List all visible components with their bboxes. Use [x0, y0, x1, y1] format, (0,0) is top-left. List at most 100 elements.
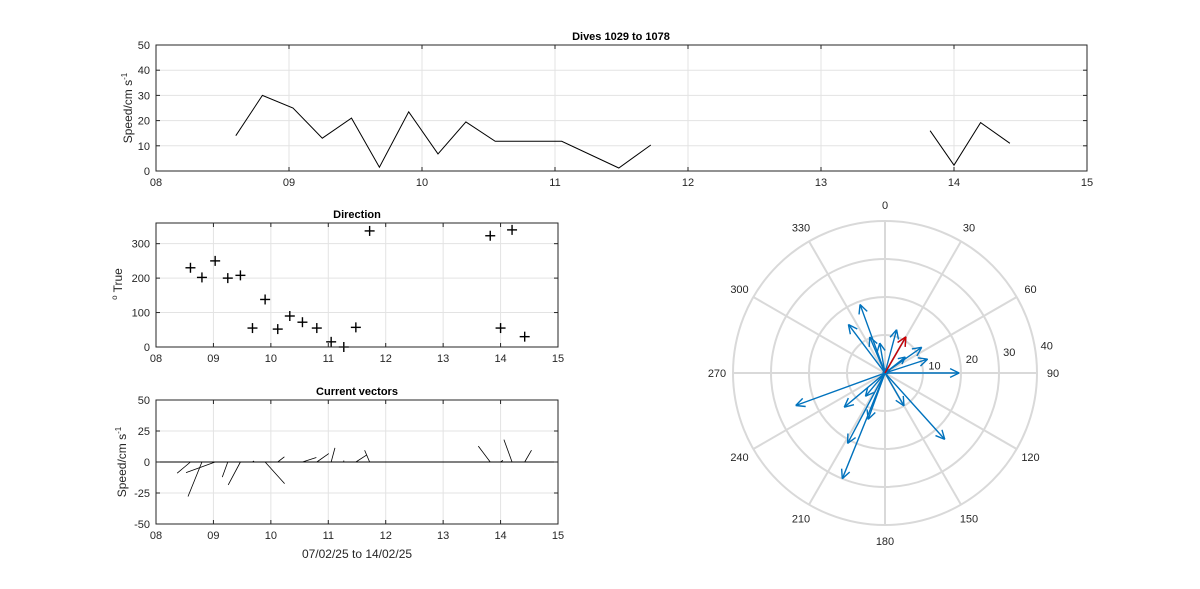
- speed-line-segment: [235, 94, 652, 169]
- vectors-x-tick-label: 08: [150, 530, 162, 542]
- polar-vector: [864, 372, 886, 397]
- direction-x-tick-label: 15: [552, 353, 564, 365]
- current-vector: [330, 447, 336, 463]
- vectors-series: [156, 439, 558, 497]
- speed-panel: Dives 1029 to 1078 08 09 10 11 12 13 14 15 0 10 20…: [120, 31, 1093, 189]
- polar-highlight-vector-head: [897, 336, 907, 344]
- direction-point: [185, 262, 196, 273]
- polar-vector-head: [919, 358, 929, 367]
- direction-point: [284, 311, 295, 321]
- polar-spoke: [752, 372, 886, 450]
- polar-vector-head: [911, 346, 922, 350]
- speed-x-tick-label: 13: [815, 177, 827, 189]
- direction-x-tick-label: 10: [265, 353, 277, 365]
- speed-x-tick-label: 10: [416, 177, 428, 189]
- direction-point: [485, 230, 496, 241]
- polar-theta-label: 240: [730, 452, 748, 464]
- vectors-y-label: Speed/cm s-1: [114, 426, 129, 497]
- current-vector: [277, 456, 285, 463]
- speed-line-segment: [929, 121, 1011, 167]
- polar-vector-head: [895, 399, 905, 407]
- polar-theta-label: 210: [792, 513, 810, 525]
- current-vector: [221, 461, 229, 478]
- speed-y-tick-label: 0: [144, 166, 150, 178]
- polar-spoke: [884, 296, 1018, 374]
- polar-vector-shaft: [884, 358, 928, 374]
- speed-axes-box: [155, 44, 1088, 172]
- direction-point: [222, 273, 233, 284]
- direction-point: [235, 270, 246, 281]
- direction-series: [185, 224, 530, 352]
- current-vector: [355, 454, 367, 463]
- direction-point: [364, 225, 375, 236]
- direction-point: [350, 322, 361, 333]
- vectors-x-label: 07/02/25 to 14/02/25: [302, 547, 412, 561]
- direction-x-tick-label: 09: [207, 353, 219, 365]
- polar-vector: [884, 329, 900, 374]
- polar-vector-head: [848, 323, 858, 330]
- polar-vector-head: [917, 357, 928, 360]
- vectors-x-tick-label: 11: [323, 530, 334, 542]
- speed-y-tick-label: 50: [138, 40, 150, 52]
- polar-highlight-vector: [884, 336, 907, 374]
- direction-point: [260, 294, 271, 305]
- polar-r-label: 10: [928, 360, 940, 372]
- polar-vector-head: [949, 372, 960, 378]
- polar-highlight-vector-shaft: [884, 336, 907, 374]
- current-vector: [316, 453, 330, 463]
- polar-vector-head: [935, 434, 946, 441]
- polar-vector-head: [841, 471, 851, 480]
- current-vector: [500, 460, 504, 463]
- polar-vector: [843, 372, 886, 408]
- polar-vector-shaft: [859, 304, 886, 374]
- polar-theta-label: 0: [882, 200, 888, 212]
- direction-point: [326, 336, 337, 347]
- polar-vector-head: [847, 324, 852, 335]
- vectors-x-tick-label: 09: [207, 530, 219, 542]
- direction-point: [495, 323, 506, 334]
- polar-vector-shaft: [884, 372, 946, 440]
- polar-spoke: [752, 296, 886, 374]
- current-vector: [477, 445, 491, 463]
- polar-theta-label: 150: [960, 513, 978, 525]
- speed-y-label-text: Speed/cm s: [121, 80, 135, 143]
- speed-y-tick-label: 20: [138, 116, 150, 128]
- speed-title: Dives 1029 to 1078: [572, 31, 670, 43]
- direction-ticks: 08 09 10 11 12 13 14 15 0 100 200 300: [132, 223, 564, 365]
- vectors-x-tick-label: 10: [265, 530, 277, 542]
- polar-theta-label: 180: [876, 536, 894, 548]
- polar-vector-head: [949, 368, 960, 374]
- polar-vector-head: [840, 468, 843, 479]
- polar-vector-head: [897, 356, 906, 360]
- speed-x-tick-label: 11: [549, 177, 560, 189]
- polar-theta-label: 30: [963, 223, 975, 235]
- polar-vector-head: [847, 436, 857, 445]
- direction-point: [272, 324, 283, 335]
- polar-vector-head: [858, 304, 861, 315]
- vectors-y-tick-label: -25: [134, 488, 150, 500]
- current-vector: [185, 461, 216, 473]
- vectors-y-tick-label: 25: [138, 426, 150, 438]
- direction-point: [210, 255, 221, 266]
- direction-y-tick-label: 0: [144, 342, 150, 354]
- polar-vector-head: [867, 411, 876, 420]
- direction-grid: [155, 223, 559, 348]
- polar-vector-head: [795, 397, 804, 406]
- current-vector: [227, 461, 241, 486]
- current-vector: [302, 457, 317, 463]
- polar-vector-head: [843, 397, 849, 408]
- polar-spoke: [808, 372, 886, 506]
- direction-point: [247, 323, 258, 334]
- polar-vector-shaft: [884, 372, 905, 407]
- direction-point: [196, 272, 207, 283]
- polar-vector-head: [876, 342, 881, 353]
- direction-title: Direction: [333, 209, 381, 221]
- polar-vector-shaft: [843, 372, 886, 408]
- polar-vector-shaft: [884, 329, 898, 374]
- direction-x-tick-label: 13: [437, 353, 449, 365]
- current-vector: [264, 461, 285, 484]
- vectors-y-tick-label: -50: [134, 519, 150, 531]
- polar-vector-head: [902, 395, 905, 406]
- polar-theta-label: 300: [730, 284, 748, 296]
- direction-point: [519, 331, 530, 342]
